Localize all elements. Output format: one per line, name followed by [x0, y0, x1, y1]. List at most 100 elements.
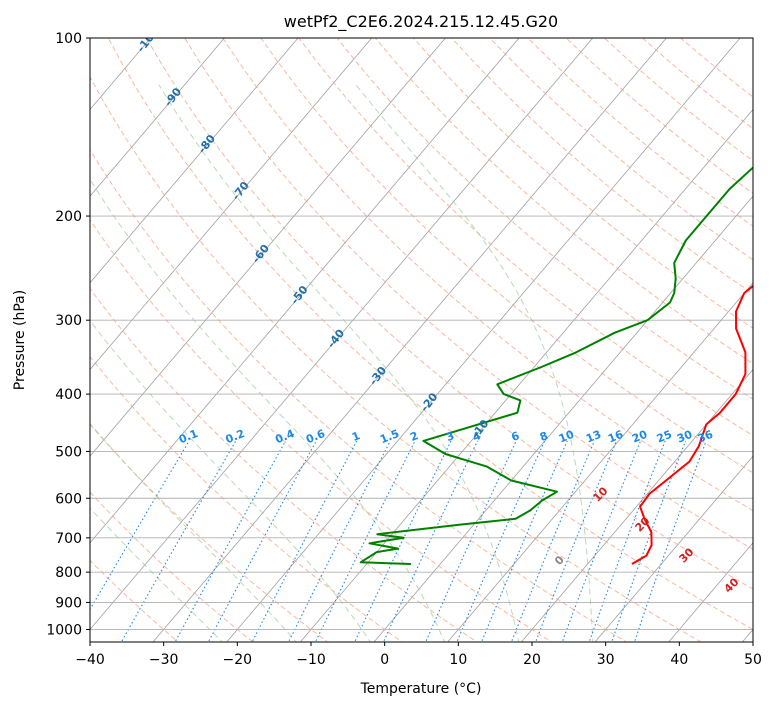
dry-adiabat-label: 10: [591, 484, 611, 504]
plot-frame: [89, 37, 754, 643]
y-tick-label: 1000: [46, 622, 82, 638]
dry-adiabat-label: 40: [722, 575, 742, 595]
y-tick-label: 100: [55, 31, 82, 47]
dry-adiabat-line: [527, 38, 753, 227]
x-axis-ticks: −40 −30 −20 −10 0 10 20 30 40 50: [75, 642, 762, 668]
mixing-ratio-line: [425, 440, 517, 642]
background-lines: [90, 38, 753, 642]
y-tick-label: 300: [55, 313, 82, 329]
x-tick-label: 30: [597, 652, 615, 668]
x-tick-label: −30: [149, 652, 179, 668]
mixing-ratio-label: 1: [350, 429, 362, 444]
dry-adiabat-line: [184, 38, 753, 550]
mixing-ratio-label: 1.5: [378, 427, 401, 446]
dry-adiabat-line: [336, 38, 753, 400]
x-tick-label: −20: [223, 652, 253, 668]
x-tick-label: 0: [380, 652, 389, 668]
isotherm-line: [447, 282, 753, 642]
y-tick-label: 200: [55, 209, 82, 225]
y-tick-label: 800: [55, 565, 82, 581]
mixing-ratio-label: 6: [509, 429, 521, 444]
x-tick-label: 20: [523, 652, 541, 668]
dry-adiabat-line: [90, 287, 478, 642]
x-tick-label: 50: [744, 652, 762, 668]
dry-adiabat-line: [90, 148, 628, 642]
isotherm-line: [520, 368, 753, 642]
y-axis-ticks: 100 200 300 400 500 600 700 800 900 1000: [46, 31, 90, 638]
moist-adiabat-line: [90, 507, 223, 642]
dry-adiabat-line: [222, 38, 753, 512]
isotherm-line: [152, 38, 667, 642]
mixing-ratio-label: 0.1: [177, 427, 200, 446]
isotherm-line: [90, 38, 299, 284]
isotherm-label: -100: [134, 25, 161, 55]
mixing-ratio-label: 0.2: [224, 427, 247, 446]
line-labels: 0.1 0.2 0.4 0.6 1 1.5 2 3 4 6 8 10 13 16 20 25 30 36-100-…: [134, 25, 742, 596]
mixing-ratio-line: [251, 440, 358, 642]
mixing-ratio-label: 16: [606, 428, 625, 446]
dry-adiabat-line: [603, 38, 753, 162]
mixing-ratio-label: 36: [696, 428, 715, 446]
isotherm-line: [90, 38, 446, 457]
dry-adiabat-line: [90, 218, 553, 642]
mixing-ratio-label: 13: [584, 428, 603, 446]
isotherm-line: [741, 628, 753, 642]
y-tick-label: 900: [55, 595, 82, 611]
dry-adiabat-line: [107, 38, 753, 631]
dry-adiabat-line: [90, 75, 703, 642]
dry-adiabat-line: [489, 38, 753, 261]
moist-adiabat-line: [355, 84, 594, 642]
dry-adiabat-line: [90, 491, 254, 642]
dry-adiabat-line: [90, 355, 404, 642]
mixing-ratio-line: [174, 440, 287, 642]
dry-adiabat-line: [260, 38, 753, 474]
dry-adiabat-line: [145, 38, 753, 590]
mixing-ratio-label: 3: [444, 429, 456, 444]
moist-adiabat-line: [158, 84, 520, 642]
mixing-ratio-line: [382, 440, 479, 642]
isotherm-line: [594, 455, 753, 642]
moist-adiabat-line: [90, 319, 371, 642]
dry-adiabat-line: [298, 38, 753, 437]
isotherm-line: [90, 38, 594, 631]
dry-adiabat-line: [90, 423, 329, 642]
x-tick-label: −40: [75, 652, 105, 668]
dry-adiabat-line: [641, 38, 753, 130]
x-axis-label: Temperature (°C): [360, 681, 482, 697]
moist-adiabat-line: [90, 178, 446, 642]
y-axis-label: Pressure (hPa): [12, 290, 28, 390]
mixing-ratio-label: 2: [408, 429, 420, 444]
mixing-ratio-label: 8: [538, 429, 550, 444]
dry-adiabat-line: [374, 38, 753, 364]
mixing-ratio-label: 30: [675, 428, 694, 446]
x-tick-label: 40: [670, 652, 688, 668]
mixing-ratio-line: [633, 440, 707, 642]
isotherm-line: [299, 108, 753, 642]
mixing-ratio-label: 0.6: [304, 427, 327, 446]
mixing-ratio-line: [561, 440, 642, 642]
y-tick-label: 400: [55, 387, 82, 403]
mixing-ratio-line: [510, 440, 596, 642]
pressure-gridlines: [90, 38, 753, 630]
x-tick-label: 10: [449, 652, 467, 668]
mixing-ratio-line: [456, 440, 546, 642]
isotherm-line: [226, 38, 741, 642]
mixing-ratio-line: [90, 440, 190, 611]
mixing-ratio-label: 20: [630, 428, 649, 446]
isotherm-line: [90, 38, 520, 544]
dry-adiabat-label: 30: [677, 545, 697, 565]
chart-title: wetPf2_C2E6.2024.215.12.45.G20: [284, 12, 558, 32]
isotherm-line: [373, 195, 753, 642]
mixing-ratio-line: [354, 440, 452, 642]
dry-adiabat-line: [565, 38, 753, 194]
y-tick-label: 500: [55, 444, 82, 460]
x-tick-label: −10: [296, 652, 326, 668]
dry-adiabat-line: [90, 559, 179, 642]
isotherm-line: [90, 38, 373, 371]
y-tick-label: 700: [55, 531, 82, 547]
mixing-ratio-line: [535, 440, 618, 642]
moist-adiabat-line: [90, 422, 297, 642]
mixing-ratio-line: [314, 440, 416, 642]
dewpoint-profile-line: [359, 166, 753, 565]
